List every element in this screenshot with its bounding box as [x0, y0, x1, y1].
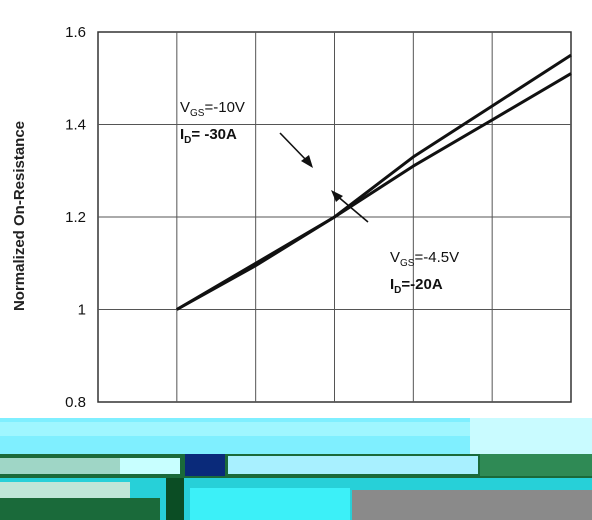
series-line-2 — [176, 72, 572, 311]
annotation-arrow-2 — [335, 194, 369, 223]
annotation-id-20a-value: =-20A — [401, 276, 442, 293]
svg-text:VGS=-10V: VGS=-10V — [180, 99, 245, 119]
y-axis-label: Normalized On-Resistance — [11, 121, 28, 311]
svg-text:ID= -30A: ID= -30A — [180, 126, 237, 146]
y-tick-label: 1 — [78, 302, 86, 319]
annotation-vgs-10v: VGS=-10V ID= -30A — [180, 99, 313, 168]
y-tick-label: 0.8 — [65, 394, 86, 411]
y-tick-labels: 0.8 1 1.2 1.4 1.6 — [65, 24, 86, 411]
y-tick-label: 1.2 — [65, 209, 86, 226]
svg-text:VGS=-4.5V: VGS=-4.5V — [390, 249, 459, 269]
annotation-id-30a-value: = -30A — [191, 126, 237, 143]
y-tick-label: 1.6 — [65, 24, 86, 41]
annotation-arrow-1 — [279, 132, 309, 163]
series-line-1 — [176, 53, 572, 311]
annotation-vgs-4-5v: VGS=-4.5V ID=-20A — [331, 190, 459, 296]
annotation-arrowhead-2 — [331, 190, 343, 202]
annotation-vgs-10v-value: =-10V — [204, 99, 244, 116]
image-corruption-band — [0, 418, 592, 520]
annotation-arrowhead-1 — [301, 155, 313, 168]
y-tick-label: 1.4 — [65, 117, 86, 134]
svg-text:ID=-20A: ID=-20A — [390, 276, 443, 296]
annotation-vgs-4-5v-value: =-4.5V — [414, 249, 459, 266]
series-lines — [176, 53, 572, 311]
